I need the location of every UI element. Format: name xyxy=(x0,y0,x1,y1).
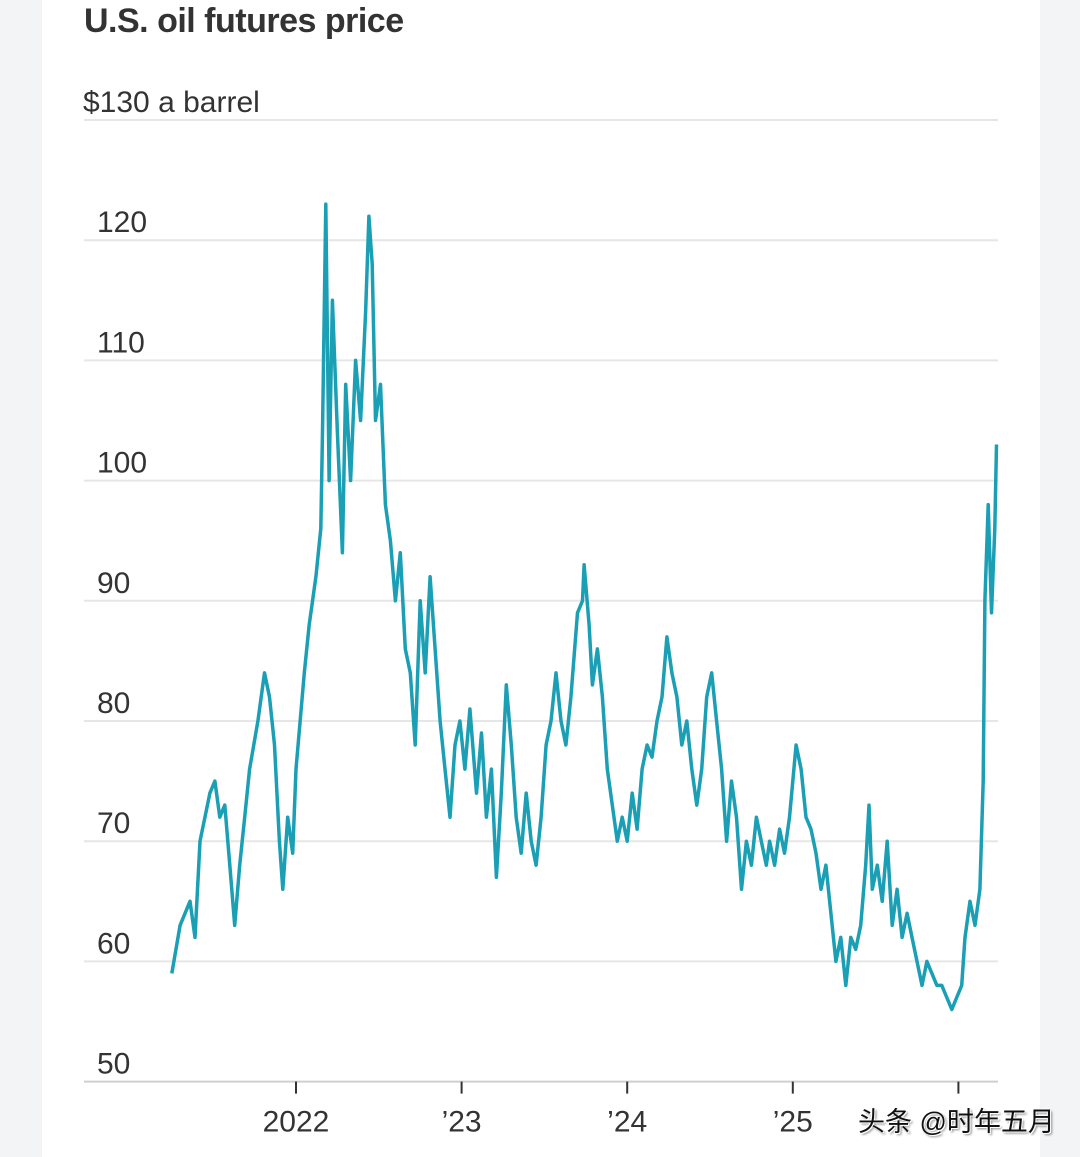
unit-label: $130 a barrel xyxy=(83,86,260,119)
chart-panel xyxy=(42,0,1040,1157)
y-tick-label: 100 xyxy=(97,447,147,480)
x-tick-label: ’23 xyxy=(442,1106,482,1139)
y-tick-label: 110 xyxy=(97,326,145,359)
y-tick-label: 90 xyxy=(97,567,130,600)
oil-price-line xyxy=(170,202,999,1012)
x-tick-label: 2022 xyxy=(263,1106,330,1139)
y-tick-label: 50 xyxy=(97,1048,130,1081)
chart-title: U.S. oil futures price xyxy=(84,2,404,40)
y-tick-label: 80 xyxy=(97,687,130,720)
y-tick-label: 120 xyxy=(97,206,147,239)
y-tick-label: 70 xyxy=(97,807,130,840)
y-tick-label: 60 xyxy=(97,927,130,960)
x-tick-label: ’24 xyxy=(607,1106,647,1139)
watermark: 头条 @时年五月 xyxy=(858,1107,1055,1137)
x-tick-label: ’25 xyxy=(773,1106,813,1139)
